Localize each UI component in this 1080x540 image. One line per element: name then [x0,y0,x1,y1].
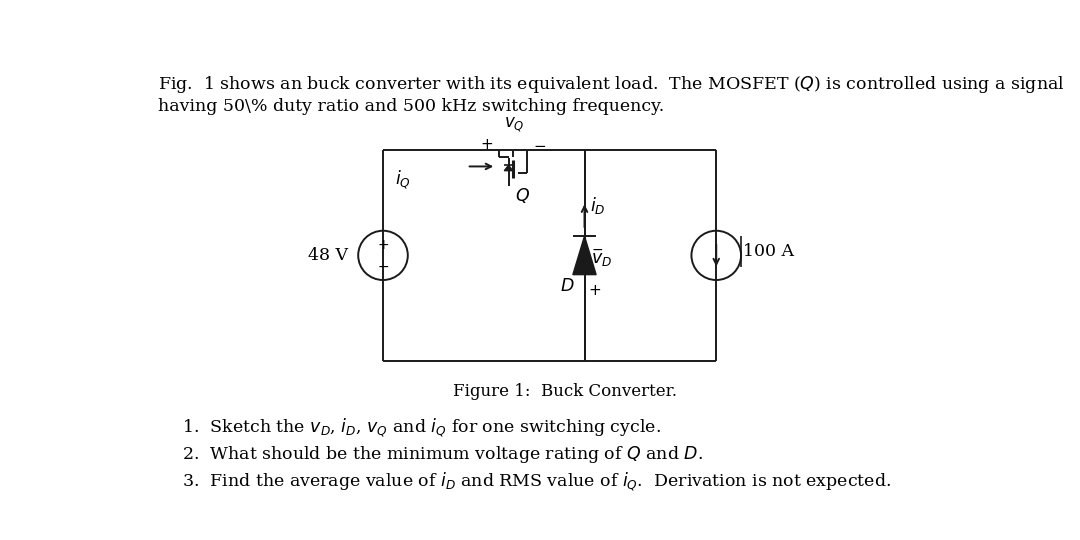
Text: 2.  What should be the minimum voltage rating of $Q$ and $D$.: 2. What should be the minimum voltage ra… [181,444,703,464]
Text: $-$: $-$ [534,138,546,152]
Text: $i_Q$: $i_Q$ [394,169,410,191]
Text: Fig.  1 shows an buck converter with its equivalent load.  The MOSFET ($Q$) is c: Fig. 1 shows an buck converter with its … [159,74,1065,95]
Text: $Q$: $Q$ [515,186,529,205]
Text: Figure 1:  Buck Converter.: Figure 1: Buck Converter. [454,383,677,400]
Text: 100 A: 100 A [743,243,795,260]
Text: $-$: $-$ [377,258,389,272]
Text: $+$: $+$ [480,138,494,152]
Text: having 50\% duty ratio and 500 kHz switching frequency.: having 50\% duty ratio and 500 kHz switc… [159,98,664,115]
Text: $D$: $D$ [559,278,575,295]
Text: 48 V: 48 V [308,247,348,264]
Text: $+$: $+$ [377,238,389,252]
Text: $v_Q$: $v_Q$ [503,116,524,134]
Text: 3.  Find the average value of $i_D$ and RMS value of $i_Q$.  Derivation is not e: 3. Find the average value of $i_D$ and R… [181,470,891,493]
Text: $-$: $-$ [591,241,603,255]
Text: $i_D$: $i_D$ [590,195,606,216]
Text: $+$: $+$ [589,284,602,298]
Polygon shape [572,236,596,275]
Text: $v_D$: $v_D$ [591,252,611,268]
Text: 1.  Sketch the $v_D$, $i_D$, $v_Q$ and $i_Q$ for one switching cycle.: 1. Sketch the $v_D$, $i_D$, $v_Q$ and $i… [181,417,661,440]
Polygon shape [504,165,513,171]
